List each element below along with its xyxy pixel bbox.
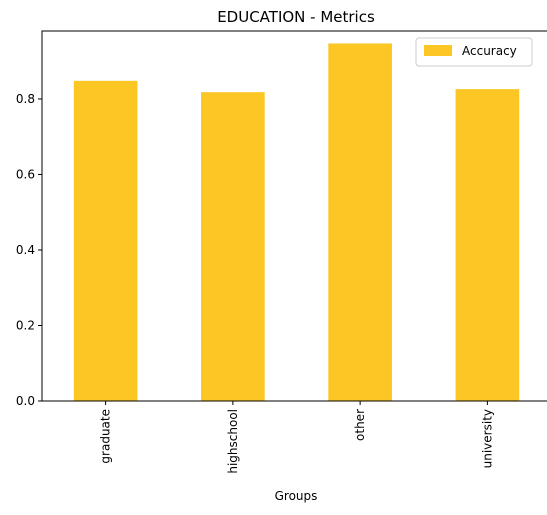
bars-group bbox=[73, 43, 520, 402]
bar-other bbox=[328, 43, 392, 402]
y-tick-label: 0.6 bbox=[16, 167, 35, 181]
legend-label-accuracy: Accuracy bbox=[462, 44, 517, 58]
x-tick-label-other: other bbox=[353, 409, 367, 441]
bar-highschool bbox=[201, 92, 265, 401]
y-tick-label: 0.4 bbox=[16, 243, 35, 257]
x-tick-label-graduate: graduate bbox=[99, 409, 113, 464]
bar-university bbox=[455, 89, 520, 401]
plot-frame bbox=[41, 30, 547, 402]
y-tick-label: 0.2 bbox=[16, 318, 35, 332]
legend: Accuracy bbox=[415, 37, 533, 67]
y-tick-label: 0.8 bbox=[16, 92, 35, 106]
chart-title: EDUCATION - Metrics bbox=[217, 8, 375, 26]
legend-swatch bbox=[424, 45, 452, 56]
x-tick-label-highschool: highschool bbox=[226, 409, 240, 474]
x-axis-label: Groups bbox=[275, 489, 318, 503]
bar-graduate bbox=[73, 80, 138, 401]
x-tick-label-university: university bbox=[480, 409, 494, 468]
y-tick-label: 0.0 bbox=[16, 394, 35, 408]
x-axis-ticks: graduate highschool other university bbox=[99, 401, 494, 474]
y-axis-ticks: 0.0 0.2 0.4 0.6 0.8 bbox=[16, 92, 42, 408]
